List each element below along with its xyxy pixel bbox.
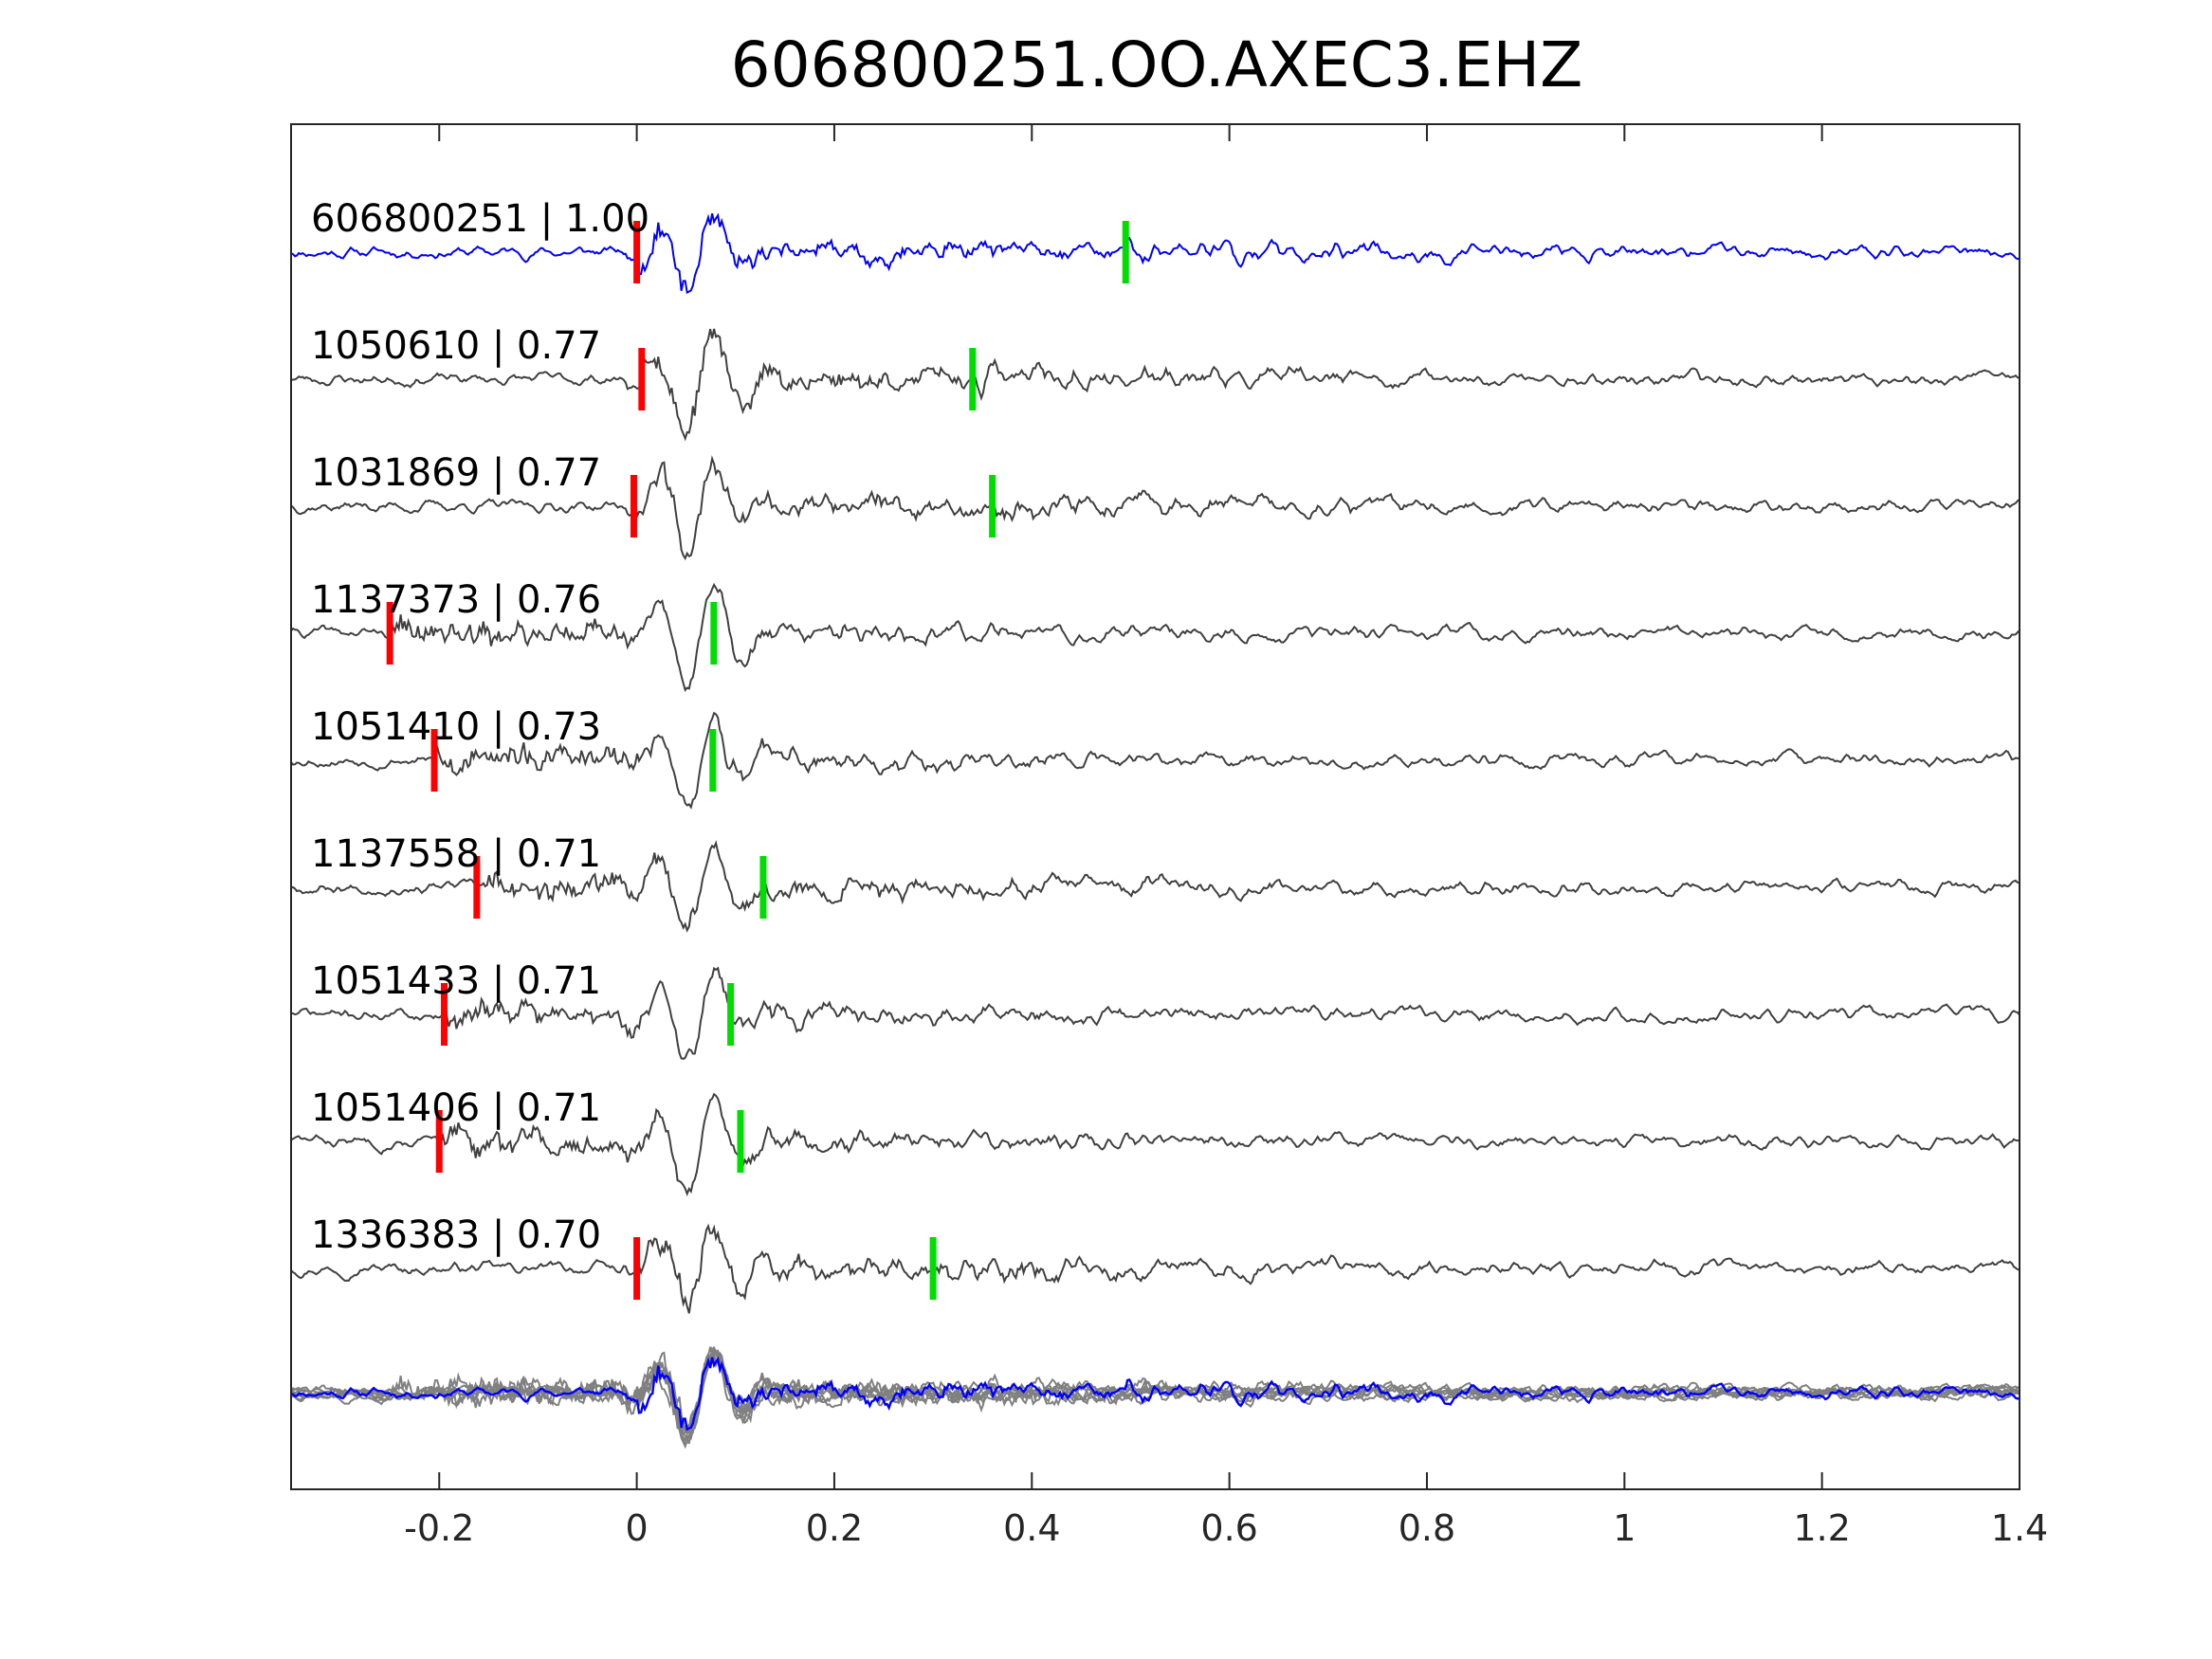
x-tick-label: 0.6	[1200, 1507, 1257, 1549]
trace-line	[290, 328, 2020, 442]
trace-label: 1031869 | 0.77	[311, 451, 601, 495]
trace-label: 1137558 | 0.71	[311, 832, 601, 876]
trace-label: 1137373 | 0.76	[311, 578, 601, 622]
trace-label: 1336383 | 0.70	[311, 1213, 601, 1257]
trace-line	[290, 212, 2020, 295]
trace-label: 1051406 | 0.71	[311, 1086, 601, 1130]
trace-label: 606800251 | 1.00	[311, 197, 649, 241]
chart-title: 606800251.OO.AXEC3.EHZ	[730, 28, 1583, 101]
traces-group	[290, 212, 2020, 1314]
x-tick-label: 1.2	[1793, 1507, 1850, 1549]
trace-label: 1051433 | 0.71	[311, 959, 601, 1003]
trace-labels-group: 606800251 | 1.00 1050610 | 0.77 1031869 | …	[311, 197, 649, 1257]
trace-line	[290, 711, 2020, 810]
trace-line	[290, 840, 2020, 933]
x-tick-label: -0.2	[404, 1507, 474, 1549]
stack-template-line	[290, 1356, 2020, 1431]
trace-label: 1051410 | 0.73	[311, 705, 601, 749]
stack-group	[290, 1345, 2020, 1449]
plot-frame	[290, 123, 2020, 1490]
x-tick-label: 0.4	[1003, 1507, 1060, 1549]
trace-label: 1050610 | 0.77	[311, 324, 601, 368]
x-tick-label: 1.4	[1991, 1507, 2048, 1549]
x-tick-label: 0.8	[1398, 1507, 1455, 1549]
trace-line	[290, 1223, 2020, 1314]
trace-line	[290, 582, 2020, 692]
x-tick-label: 1	[1613, 1507, 1636, 1549]
stack-trace-line	[290, 1349, 2020, 1434]
x-tick-label: 0	[626, 1507, 649, 1549]
x-tick-label: 0.2	[806, 1507, 863, 1549]
trace-line	[290, 1092, 2020, 1197]
trace-line	[290, 455, 2020, 561]
x-axis: -0.2 0 0.2 0.4 0.6 0.8 1 1.2 1.4	[404, 124, 2048, 1549]
picks-group	[386, 221, 1129, 1300]
trace-line	[290, 966, 2020, 1060]
